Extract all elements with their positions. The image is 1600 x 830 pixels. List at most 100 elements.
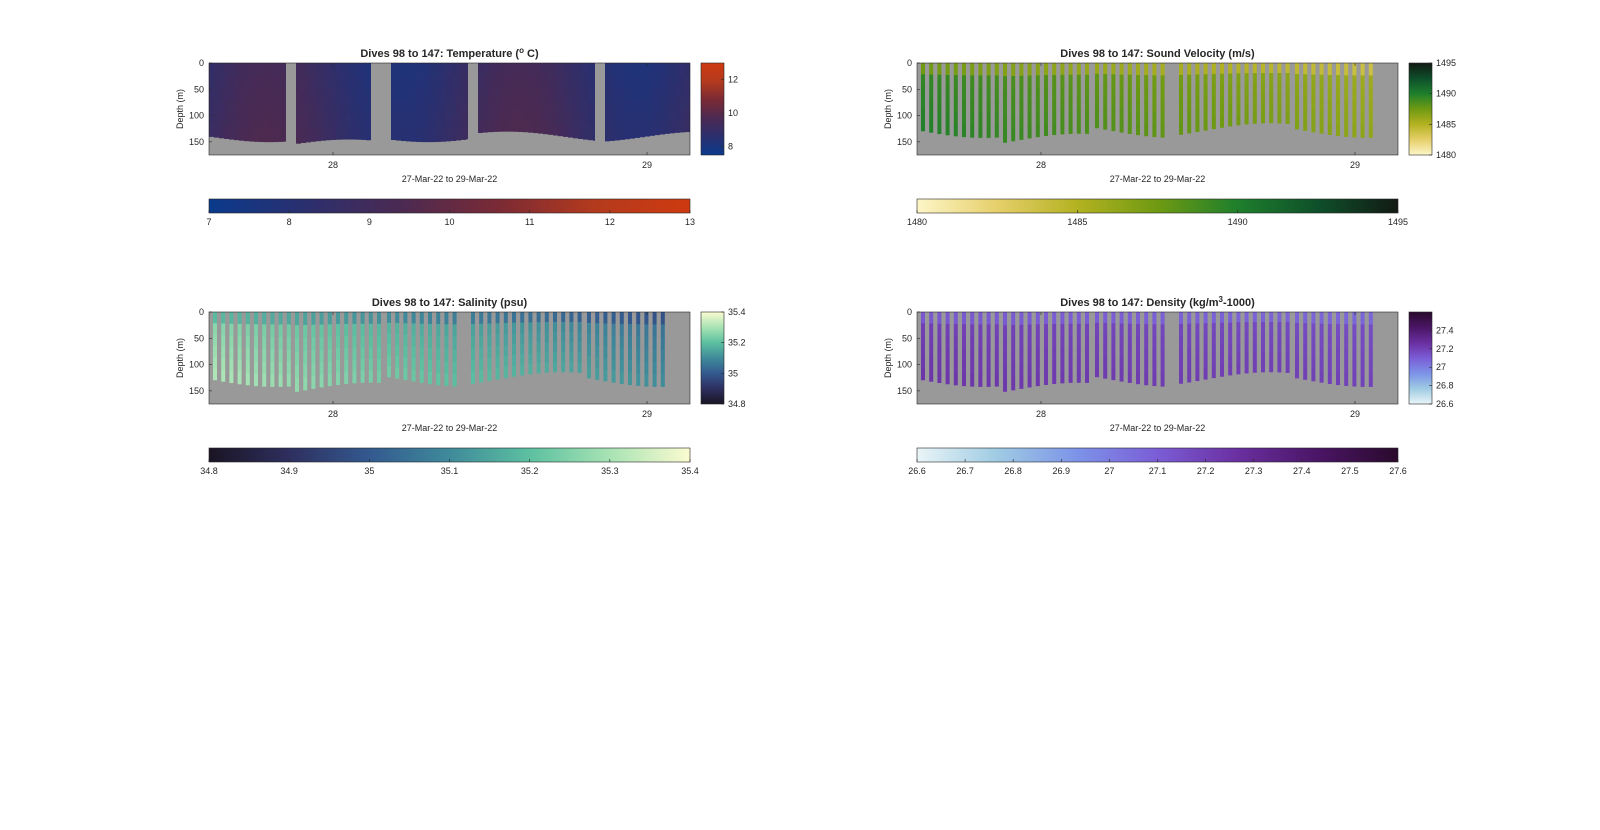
data-cell — [937, 359, 942, 372]
bottom-colorbar-tick: 1480 — [907, 217, 927, 227]
data-cell — [605, 63, 610, 77]
data-cell — [1103, 96, 1108, 108]
data-cell — [483, 86, 488, 98]
data-cell — [416, 76, 421, 90]
data-cell — [1052, 122, 1057, 136]
data-cell — [493, 120, 498, 132]
data-cell — [1152, 324, 1157, 337]
data-cell — [341, 113, 346, 127]
data-cell — [262, 312, 267, 325]
data-cell — [1035, 99, 1040, 113]
data-cell — [224, 63, 229, 76]
data-cell — [237, 371, 242, 385]
data-cell — [391, 88, 396, 102]
data-cell — [366, 114, 371, 128]
data-cell — [224, 88, 229, 102]
y-tick-label: 0 — [907, 58, 912, 68]
data-cell — [286, 361, 291, 375]
data-cell — [937, 98, 942, 111]
data-cell — [224, 75, 229, 89]
data-cell — [994, 124, 999, 138]
data-cell — [970, 112, 975, 126]
data-cell — [254, 336, 258, 350]
data-cell — [1261, 113, 1265, 124]
data-cell — [244, 88, 249, 103]
data-cell — [645, 111, 650, 125]
data-cell — [360, 335, 365, 348]
data-cell — [1252, 362, 1257, 373]
chart-title: Dives 98 to 147: Salinity (psu) — [372, 297, 528, 309]
data-cell — [245, 348, 250, 361]
data-cell — [356, 63, 361, 77]
data-cell — [406, 63, 411, 77]
data-cell — [395, 323, 400, 335]
data-cell — [444, 373, 449, 387]
data-cell — [295, 364, 299, 379]
data-cell — [321, 101, 326, 115]
data-cell — [209, 99, 214, 113]
data-cell — [219, 88, 224, 101]
data-cell — [1103, 63, 1108, 75]
data-cell — [615, 88, 620, 102]
data-cell — [284, 128, 286, 142]
data-cell — [1136, 359, 1140, 373]
data-cell — [513, 120, 518, 132]
data-cell — [321, 63, 326, 77]
data-cell — [1136, 86, 1140, 100]
data-cell — [1160, 361, 1165, 375]
data-cell — [1111, 63, 1116, 75]
data-cell — [503, 366, 508, 379]
data-cell — [1352, 336, 1357, 350]
data-cell — [1195, 369, 1200, 382]
data-cell — [1144, 75, 1149, 88]
data-cell — [1160, 75, 1165, 89]
data-cell — [493, 63, 498, 75]
data-cell — [1019, 350, 1024, 364]
data-cell — [1277, 73, 1282, 84]
data-cell — [1144, 312, 1149, 325]
data-cell — [1044, 99, 1048, 112]
data-cell — [245, 312, 250, 325]
data-cell — [1152, 373, 1157, 387]
data-cell — [351, 75, 356, 89]
data-cell — [301, 63, 306, 77]
data-cell — [628, 360, 632, 373]
data-cell — [1060, 312, 1065, 325]
data-cell — [528, 97, 533, 110]
data-cell — [229, 370, 234, 384]
data-cell — [1095, 333, 1099, 345]
data-cell — [1228, 73, 1233, 85]
data-cell — [1368, 324, 1373, 338]
data-cell — [1144, 111, 1149, 125]
x-tick-label: 29 — [1350, 160, 1360, 170]
data-cell — [336, 360, 340, 373]
data-cell — [327, 312, 332, 325]
data-cell — [368, 358, 373, 372]
data-cell — [945, 86, 950, 100]
data-cell — [1085, 359, 1089, 372]
data-cell — [351, 101, 356, 115]
data-cell — [377, 347, 381, 360]
data-cell — [569, 332, 574, 343]
data-cell — [538, 98, 543, 111]
data-cell — [1052, 371, 1057, 385]
data-cell — [568, 112, 573, 126]
data-cell — [1187, 98, 1192, 111]
bottom-colorbar — [916, 198, 1399, 214]
data-cell — [1035, 112, 1040, 125]
data-cell — [321, 127, 326, 141]
data-cell — [436, 115, 441, 129]
data-cell — [234, 101, 239, 115]
data-cell — [254, 373, 258, 387]
data-cell — [645, 75, 650, 88]
data-cell — [536, 312, 541, 323]
data-cell — [628, 324, 632, 337]
data-cell — [456, 63, 461, 77]
data-cell — [1160, 349, 1165, 362]
bottom-colorbar-tick: 35.1 — [441, 466, 459, 476]
data-cell — [319, 312, 324, 325]
data-cell — [583, 75, 588, 89]
data-cell — [1352, 312, 1357, 325]
data-cell — [595, 368, 600, 380]
data-cell — [1179, 371, 1183, 384]
